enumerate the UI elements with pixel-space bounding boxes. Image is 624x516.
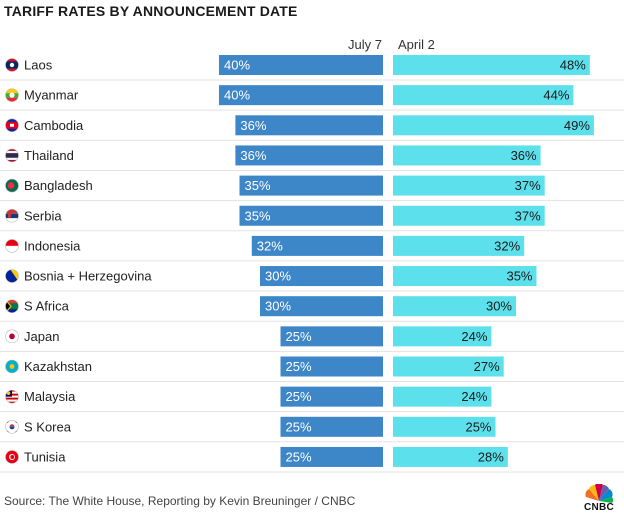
july-bar — [260, 296, 383, 317]
april-bar — [393, 386, 492, 407]
july-column-header: July 7 — [348, 37, 382, 52]
april-value-label: 24% — [461, 389, 487, 404]
april-bar — [393, 55, 590, 75]
july-value-label: 36% — [240, 118, 266, 133]
july-value-label: 40% — [224, 58, 250, 73]
south-korea-flag-icon — [5, 419, 19, 434]
april-value-label: 32% — [494, 238, 520, 253]
source-note: Source: The White House, Reporting by Ke… — [4, 494, 356, 508]
country-label: Tunisia — [24, 449, 66, 464]
country-label: S Africa — [24, 299, 70, 314]
july-value-label: 30% — [265, 299, 291, 314]
april-value-label: 24% — [461, 329, 487, 344]
july-value-label: 25% — [286, 389, 312, 404]
july-bar — [219, 85, 383, 106]
april-bar — [393, 85, 574, 106]
april-bar — [393, 205, 545, 226]
july-value-label: 25% — [286, 359, 312, 374]
april-value-label: 27% — [474, 359, 500, 374]
kazakhstan-flag-icon — [5, 359, 19, 374]
laos-flag-icon — [5, 58, 19, 72]
july-value-label: 32% — [257, 238, 283, 253]
cambodia-flag-icon — [5, 118, 19, 133]
july-value-label: 25% — [286, 329, 312, 344]
country-label: Thailand — [24, 148, 74, 163]
april-value-label: 48% — [560, 58, 586, 73]
april-value-label: 49% — [564, 118, 590, 133]
peacock-icon — [585, 483, 613, 503]
tariff-bar-chart: Laos 40% 48% Myanmar 40% 44% Cambodia 36% 49% Tha… — [0, 55, 624, 473]
july-value-label: 30% — [265, 269, 291, 284]
country-label: Bosnia + Herzegovina — [24, 269, 152, 284]
july-bar — [219, 55, 383, 75]
april-bar — [393, 326, 492, 347]
country-label: Myanmar — [24, 88, 79, 103]
july-value-label: 35% — [245, 208, 271, 223]
april-bar — [393, 446, 508, 467]
country-label: Laos — [24, 58, 53, 73]
july-bar — [280, 356, 383, 377]
july-bar — [280, 416, 383, 437]
bangladesh-flag-icon — [5, 178, 19, 193]
tunisia-flag-icon — [5, 450, 19, 464]
thailand-flag-icon — [5, 148, 19, 163]
south-africa-flag-icon — [5, 299, 19, 314]
country-label: S Korea — [24, 419, 72, 434]
april-bar — [393, 266, 537, 287]
july-value-label: 40% — [224, 88, 250, 103]
april-column-header: April 2 — [398, 37, 435, 52]
july-value-label: 25% — [286, 449, 312, 464]
july-value-label: 35% — [245, 178, 271, 193]
april-value-label: 25% — [465, 419, 491, 434]
country-label: Serbia — [24, 208, 62, 223]
july-bar — [235, 145, 383, 166]
malaysia-flag-icon — [5, 389, 19, 404]
april-bar — [393, 235, 525, 256]
april-value-label: 30% — [486, 299, 512, 314]
country-label: Cambodia — [24, 118, 84, 133]
july-value-label: 36% — [240, 148, 266, 163]
indonesia-flag-icon — [5, 239, 19, 253]
july-bar — [239, 205, 383, 226]
july-bar — [251, 235, 383, 256]
april-bar — [393, 145, 541, 166]
april-value-label: 37% — [515, 208, 541, 223]
country-label: Kazakhstan — [24, 359, 92, 374]
april-bar — [393, 356, 504, 377]
country-label: Malaysia — [24, 389, 76, 404]
april-bar — [393, 416, 496, 437]
myanmar-flag-icon — [5, 88, 19, 102]
july-value-label: 25% — [286, 419, 312, 434]
april-value-label: 28% — [478, 449, 504, 464]
july-bar — [235, 115, 383, 136]
april-value-label: 44% — [543, 88, 569, 103]
japan-flag-icon — [5, 329, 19, 344]
cnbc-logo-text: CNBC — [583, 502, 615, 513]
july-bar — [260, 266, 383, 287]
july-bar — [280, 326, 383, 347]
bosnia-herzegovina-flag-icon — [5, 269, 19, 283]
chart-title: TARIFF RATES BY ANNOUNCEMENT DATE — [4, 3, 298, 19]
july-bar — [239, 175, 383, 196]
july-bar — [280, 446, 383, 467]
april-value-label: 36% — [511, 148, 537, 163]
country-label: Japan — [24, 329, 59, 344]
country-label: Bangladesh — [24, 178, 93, 193]
april-bar — [393, 115, 594, 136]
july-bar — [280, 386, 383, 407]
country-label: Indonesia — [24, 238, 81, 253]
april-bar — [393, 175, 545, 196]
april-value-label: 37% — [515, 178, 541, 193]
serbia-flag-icon — [5, 208, 19, 223]
cnbc-logo: CNBC — [581, 483, 617, 514]
april-value-label: 35% — [506, 269, 532, 284]
april-bar — [393, 296, 516, 317]
